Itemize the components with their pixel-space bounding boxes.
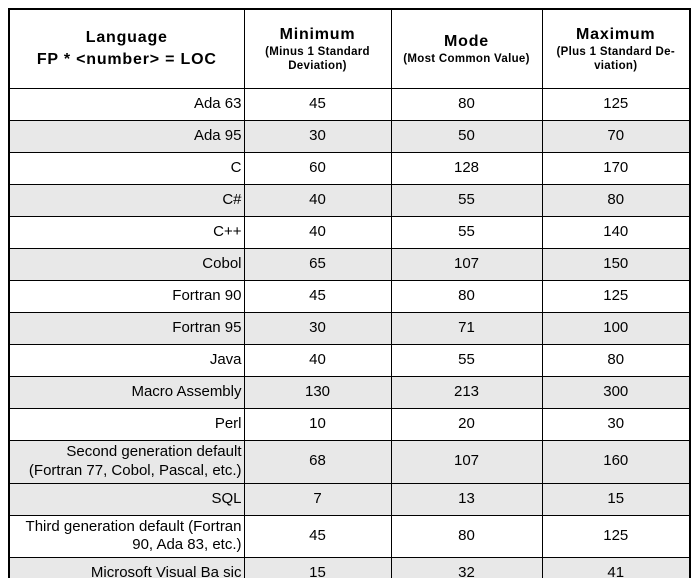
min-cell: 40	[243, 344, 392, 377]
max-cell: 160	[541, 440, 691, 484]
min-cell: 65	[243, 248, 392, 281]
min-cell: 40	[243, 184, 392, 217]
mode-cell: 128	[390, 152, 543, 185]
mode-cell: 55	[390, 216, 543, 249]
max-cell: 300	[541, 376, 691, 409]
mode-cell: 55	[390, 344, 543, 377]
language-cell: Ada 95	[8, 120, 245, 153]
mode-cell: 107	[390, 248, 543, 281]
table-row: Ada 95 30 50 70	[8, 120, 691, 153]
language-cell: Perl	[8, 408, 245, 441]
header-row: Language FP * <number> = LOC Minimum (Mi…	[8, 8, 691, 89]
max-cell: 170	[541, 152, 691, 185]
max-cell: 125	[541, 514, 691, 558]
language-cell: Java	[8, 344, 245, 377]
header-mode-subtitle: (Most Common Value)	[403, 52, 530, 65]
min-cell: 68	[243, 440, 392, 484]
max-cell: 80	[541, 184, 691, 217]
table-row: Cobol 65 107 150	[8, 248, 691, 281]
table-header: Language FP * <number> = LOC Minimum (Mi…	[8, 8, 691, 89]
min-cell: 30	[243, 120, 392, 153]
header-mode: Mode (Most Common Value)	[390, 8, 543, 89]
header-minimum-subtitle: (Minus 1 Standard Deviation)	[265, 45, 370, 72]
max-cell: 150	[541, 248, 691, 281]
max-cell: 100	[541, 312, 691, 345]
max-cell: 41	[541, 557, 691, 578]
min-cell: 45	[243, 88, 392, 121]
table-row: Fortran 95 30 71 100	[8, 312, 691, 345]
fp-loc-conversion-table: Language FP * <number> = LOC Minimum (Mi…	[8, 8, 691, 578]
mode-cell: 213	[390, 376, 543, 409]
language-cell: C	[8, 152, 245, 185]
header-minimum-title: Minimum	[279, 25, 356, 43]
max-cell: 125	[541, 88, 691, 121]
max-cell: 70	[541, 120, 691, 153]
header-maximum-subtitle: (Plus 1 Standard De-viation)	[556, 45, 675, 72]
table-row: Macro Assembly 130 213 300	[8, 376, 691, 409]
table-row: Fortran 90 45 80 125	[8, 280, 691, 313]
min-cell: 7	[243, 482, 392, 516]
mode-cell: 71	[390, 312, 543, 345]
language-cell: C#	[8, 184, 245, 217]
max-cell: 15	[541, 482, 691, 516]
min-cell: 15	[243, 557, 392, 578]
max-cell: 125	[541, 280, 691, 313]
max-cell: 140	[541, 216, 691, 249]
header-language-subtitle: FP * <number> = LOC	[36, 51, 217, 69]
min-cell: 45	[243, 514, 392, 558]
mode-cell: 50	[390, 120, 543, 153]
min-cell: 45	[243, 280, 392, 313]
table-row: Ada 63 45 80 125	[8, 88, 691, 121]
min-cell: 40	[243, 216, 392, 249]
language-cell: Macro Assembly	[8, 376, 245, 409]
language-cell: Second generation default (Fortran 77, C…	[8, 440, 245, 484]
table-row: C++ 40 55 140	[8, 216, 691, 249]
mode-cell: 107	[390, 440, 543, 484]
table-row: Java 40 55 80	[8, 344, 691, 377]
header-minimum: Minimum (Minus 1 Standard Deviation)	[243, 8, 392, 89]
language-cell: C++	[8, 216, 245, 249]
table-row: C# 40 55 80	[8, 184, 691, 217]
table-row: Perl 10 20 30	[8, 408, 691, 441]
mode-cell: 13	[390, 482, 543, 516]
table-row: Second generation default (Fortran 77, C…	[8, 440, 691, 484]
language-cell: Cobol	[8, 248, 245, 281]
language-cell: Ada 63	[8, 88, 245, 121]
header-mode-title: Mode	[444, 32, 489, 50]
min-cell: 10	[243, 408, 392, 441]
table-row: Third generation default (Fortran 90, Ad…	[8, 514, 691, 558]
table-body: Ada 63 45 80 125 Ada 95 30 50 70 C 60 128 170 C# 40 55…	[8, 88, 691, 578]
language-cell: Third generation default (Fortran 90, Ad…	[8, 514, 245, 558]
header-maximum: Maximum (Plus 1 Standard De-viation)	[541, 8, 691, 89]
language-cell: Fortran 95	[8, 312, 245, 345]
max-cell: 80	[541, 344, 691, 377]
min-cell: 30	[243, 312, 392, 345]
table-row: C 60 128 170	[8, 152, 691, 185]
max-cell: 30	[541, 408, 691, 441]
header-language: Language FP * <number> = LOC	[8, 8, 245, 89]
language-cell: SQL	[8, 482, 245, 516]
mode-cell: 80	[390, 514, 543, 558]
header-language-title: Language	[85, 29, 168, 47]
language-cell: Fortran 90	[8, 280, 245, 313]
min-cell: 130	[243, 376, 392, 409]
language-cell: Microsoft Visual Ba sic	[8, 557, 245, 578]
table-row: SQL 7 13 15	[8, 482, 691, 516]
table-row: Microsoft Visual Ba sic 15 32 41	[8, 557, 691, 578]
mode-cell: 20	[390, 408, 543, 441]
min-cell: 60	[243, 152, 392, 185]
mode-cell: 55	[390, 184, 543, 217]
mode-cell: 32	[390, 557, 543, 578]
mode-cell: 80	[390, 280, 543, 313]
header-maximum-title: Maximum	[576, 25, 656, 43]
mode-cell: 80	[390, 88, 543, 121]
